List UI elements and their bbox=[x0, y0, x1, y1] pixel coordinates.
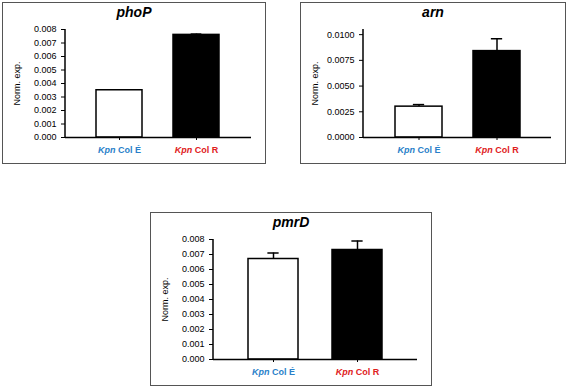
svg-text:0.005: 0.005 bbox=[34, 65, 57, 75]
svg-text:Kpn Col É: Kpn Col É bbox=[98, 145, 141, 155]
svg-text:Kpn Col É: Kpn Col É bbox=[252, 367, 295, 377]
svg-text:0.0050: 0.0050 bbox=[327, 81, 355, 91]
svg-text:0.0100: 0.0100 bbox=[327, 30, 355, 40]
svg-text:0.006: 0.006 bbox=[182, 264, 205, 274]
svg-text:0.001: 0.001 bbox=[34, 119, 57, 129]
svg-text:Norm. exp.: Norm. exp. bbox=[160, 277, 170, 321]
svg-text:0.005: 0.005 bbox=[182, 279, 205, 289]
svg-text:0.007: 0.007 bbox=[34, 38, 57, 48]
svg-text:0.003: 0.003 bbox=[34, 92, 57, 102]
svg-text:0.004: 0.004 bbox=[182, 294, 205, 304]
html-text:arn: arn bbox=[422, 4, 444, 20]
svg-text:0.002: 0.002 bbox=[34, 105, 57, 115]
svg-text:0.0075: 0.0075 bbox=[327, 55, 355, 65]
svg-text:Kpn Col R: Kpn Col R bbox=[475, 145, 519, 155]
svg-text:0.000: 0.000 bbox=[182, 354, 205, 364]
svg-text:0.0000: 0.0000 bbox=[327, 132, 355, 142]
svg-text:0.000: 0.000 bbox=[34, 132, 57, 142]
svg-text:0.003: 0.003 bbox=[182, 309, 205, 319]
html-text:phoP: phoP bbox=[116, 4, 152, 20]
svg-text:0.008: 0.008 bbox=[182, 234, 205, 244]
svg-text:Kpn Col É: Kpn Col É bbox=[397, 145, 440, 155]
svg-text:0.008: 0.008 bbox=[34, 24, 57, 34]
html-text:pmrD: pmrD bbox=[272, 214, 310, 230]
svg-text:0.006: 0.006 bbox=[34, 51, 57, 61]
svg-text:0.0025: 0.0025 bbox=[327, 107, 355, 117]
svg-text:Norm. exp.: Norm. exp. bbox=[310, 61, 320, 105]
svg-text:Kpn Col R: Kpn Col R bbox=[336, 367, 380, 377]
svg-text:0.001: 0.001 bbox=[182, 339, 205, 349]
svg-text:0.007: 0.007 bbox=[182, 249, 205, 259]
svg-text:0.002: 0.002 bbox=[182, 324, 205, 334]
svg-text:Kpn Col R: Kpn Col R bbox=[175, 145, 219, 155]
svg-text:0.004: 0.004 bbox=[34, 78, 57, 88]
svg-text:Norm. exp.: Norm. exp. bbox=[12, 61, 22, 105]
